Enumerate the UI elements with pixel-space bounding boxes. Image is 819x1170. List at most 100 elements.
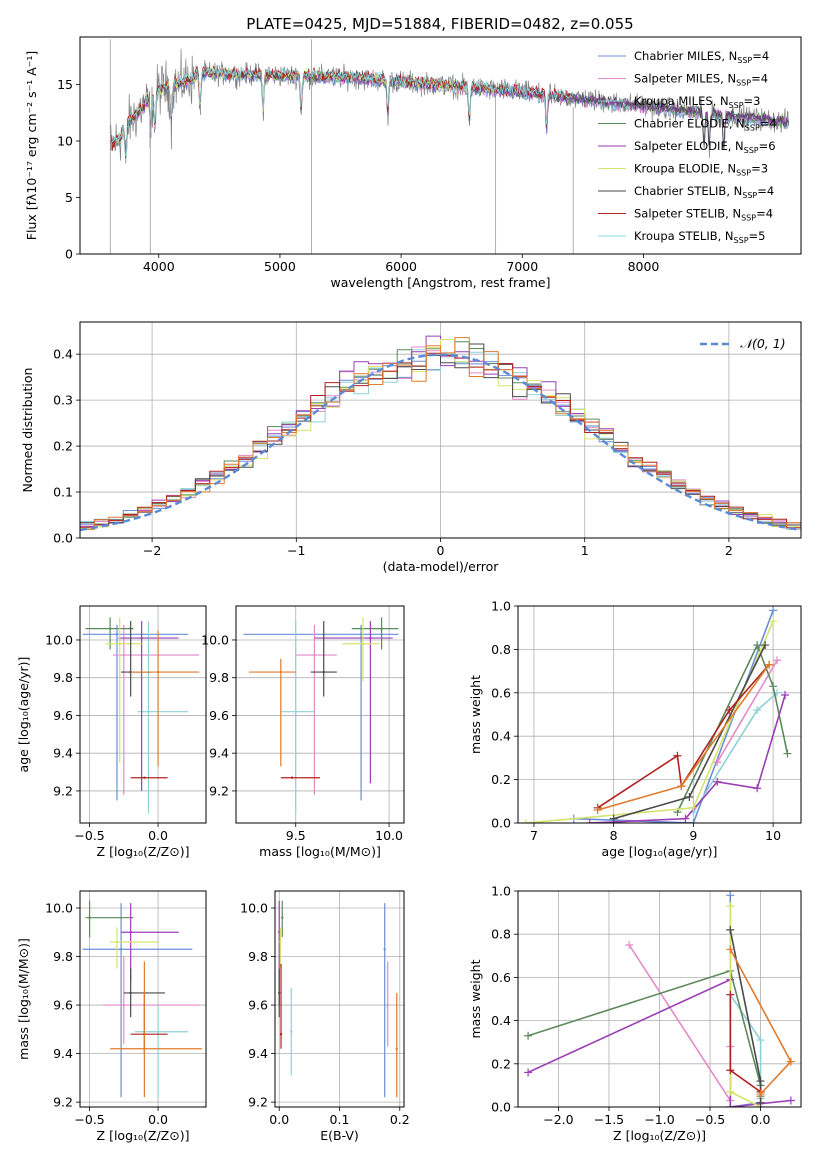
- plus-marker: [593, 805, 602, 814]
- plot-area: [82, 617, 200, 814]
- data-point: [279, 1032, 283, 1036]
- plus-marker: [765, 660, 774, 669]
- y-tick-label: 0.4: [491, 1013, 511, 1028]
- x-axis-label: wavelength [Angstrom, rest frame]: [330, 275, 550, 290]
- x-tick-label: 9.5: [286, 828, 306, 843]
- plus-marker: [773, 656, 782, 665]
- legend: Chabrier MILES, NSSP=4 Salpeter MILES, NS…: [598, 49, 777, 245]
- y-tick-label: 0.8: [491, 642, 511, 657]
- data-point: [143, 1047, 146, 1050]
- data-point: [278, 991, 281, 995]
- plus-marker: [726, 1087, 735, 1096]
- plus-marker: [756, 1090, 765, 1099]
- legend-entry: Kroupa STELIB, NSSP=5: [634, 229, 765, 245]
- y-tick-label: 5: [65, 190, 73, 205]
- legend-entry: 𝒩(0, 1): [740, 336, 786, 351]
- plus-marker: [756, 1098, 765, 1107]
- y-tick-label: 9.2: [53, 1095, 73, 1110]
- plus-marker: [781, 690, 790, 699]
- y-tick-label: 10.0: [201, 632, 229, 647]
- y-tick-label: 0.8: [491, 927, 511, 942]
- y-tick-label: 9.6: [248, 998, 268, 1013]
- data-point: [279, 670, 282, 674]
- plus-marker: [524, 1031, 533, 1040]
- y-tick-label: 9.4: [248, 1046, 268, 1061]
- data-point: [380, 627, 383, 630]
- data-point: [108, 627, 112, 630]
- age-vs-metallicity-panel: −0.5 0.0 9.2 9.4 9.6 9.8 10.0 Z [log₁₀(Z/Z⊙)] ag…: [16, 605, 207, 859]
- plus-marker: [726, 925, 735, 934]
- data-point: [361, 642, 365, 645]
- y-tick-label: 1.0: [491, 599, 511, 614]
- data-point: [147, 710, 150, 713]
- plus-marker: [524, 1068, 533, 1077]
- plot-frame: [517, 890, 802, 1108]
- plot-area: [524, 891, 795, 1107]
- x-axis-label: E(B-V): [320, 1128, 359, 1143]
- plot-frame: [274, 890, 405, 1108]
- plus-marker: [769, 606, 778, 615]
- plus-marker: [726, 1066, 735, 1075]
- y-axis-label: Normed distribution: [20, 368, 35, 493]
- plus-marker: [585, 819, 594, 823]
- data-point: [140, 636, 143, 640]
- data-point: [143, 776, 146, 779]
- x-tick-label: 0.0: [148, 1112, 168, 1127]
- y-tick-label: 15: [57, 77, 73, 92]
- y-tick-label: 9.6: [209, 708, 229, 723]
- x-axis-label: Z [log₁₀(Z/Z⊙)]: [97, 1128, 190, 1143]
- x-tick-label: −0.5: [695, 1112, 725, 1127]
- residual-histogram: [80, 337, 801, 538]
- x-axis-label: age [log₁₀(age/yr)]: [602, 844, 718, 859]
- legend-entry: Salpeter ELODIE, NSSP=6: [634, 139, 776, 155]
- x-tick-label: 8000: [628, 259, 660, 274]
- plot-area: [109, 39, 790, 254]
- legend-entry: Chabrier MILES, NSSP=4: [634, 49, 769, 65]
- plus-marker: [677, 782, 686, 791]
- x-tick-label: 0.0: [269, 1112, 289, 1127]
- legend-entry: Chabrier ELODIE, NSSP=4: [634, 117, 777, 133]
- y-tick-label: 10: [57, 133, 73, 148]
- data-point: [278, 931, 281, 934]
- data-point: [129, 991, 132, 995]
- data-point: [88, 916, 91, 919]
- plot-frame: [79, 890, 207, 1108]
- plot-area: [521, 606, 792, 823]
- data-point: [313, 653, 316, 657]
- x-tick-label: 7000: [506, 259, 538, 274]
- y-tick-label: 9.2: [248, 1095, 268, 1110]
- y-axis-label: Flux [fλ10⁻¹⁷ erg cm⁻² s⁻¹ A⁻¹]: [24, 51, 39, 240]
- y-tick-label: 9.2: [53, 783, 73, 798]
- y-tick-label: 9.8: [53, 670, 73, 685]
- x-tick-label: 1: [581, 543, 589, 558]
- plus-marker: [673, 751, 682, 760]
- plot-area: [243, 617, 399, 814]
- weight-vs-age-panel: 7 8 9 10 0.0 0.2 0.4 0.6 0.8 1.0 age [log₁₀(age/yr…: [468, 599, 802, 859]
- y-tick-label: 0.2: [53, 439, 73, 454]
- y-tick-label: 9.8: [53, 949, 73, 964]
- x-tick-label: 0: [437, 543, 445, 558]
- legend-entry: Kroupa ELODIE, NSSP=3: [634, 162, 768, 178]
- x-axis-label: mass [log₁₀(M/M⊙)]: [259, 844, 381, 859]
- y-tick-label: 0.1: [53, 485, 73, 500]
- plot-frame: [235, 605, 405, 824]
- x-tick-label: −2.0: [543, 1112, 573, 1127]
- y-tick-label: 9.2: [209, 783, 229, 798]
- y-tick-label: 0.0: [491, 816, 511, 831]
- legend-entry: Kroupa MILES, NSSP=3: [634, 94, 760, 110]
- weight-vs-metallicity-panel: −2.0 −1.5 −1.0 −0.5 0.0 0.0 0.2 0.4 0.6 0.8 1.0 Z […: [468, 884, 802, 1143]
- data-point: [369, 636, 372, 640]
- y-tick-label: 10.0: [45, 632, 73, 647]
- y-tick-label: 0.3: [53, 393, 73, 408]
- plot-frame: [79, 36, 802, 255]
- plus-marker: [689, 803, 698, 812]
- x-axis-label: (data-model)/error: [383, 559, 500, 574]
- y-tick-label: 0: [65, 247, 73, 262]
- x-tick-label: −2: [143, 543, 161, 558]
- plus-marker: [726, 1103, 735, 1107]
- x-tick-label: −0.5: [74, 1112, 104, 1127]
- data-point: [119, 948, 123, 951]
- x-tick-label: 10: [765, 828, 781, 843]
- plus-marker: [726, 902, 735, 911]
